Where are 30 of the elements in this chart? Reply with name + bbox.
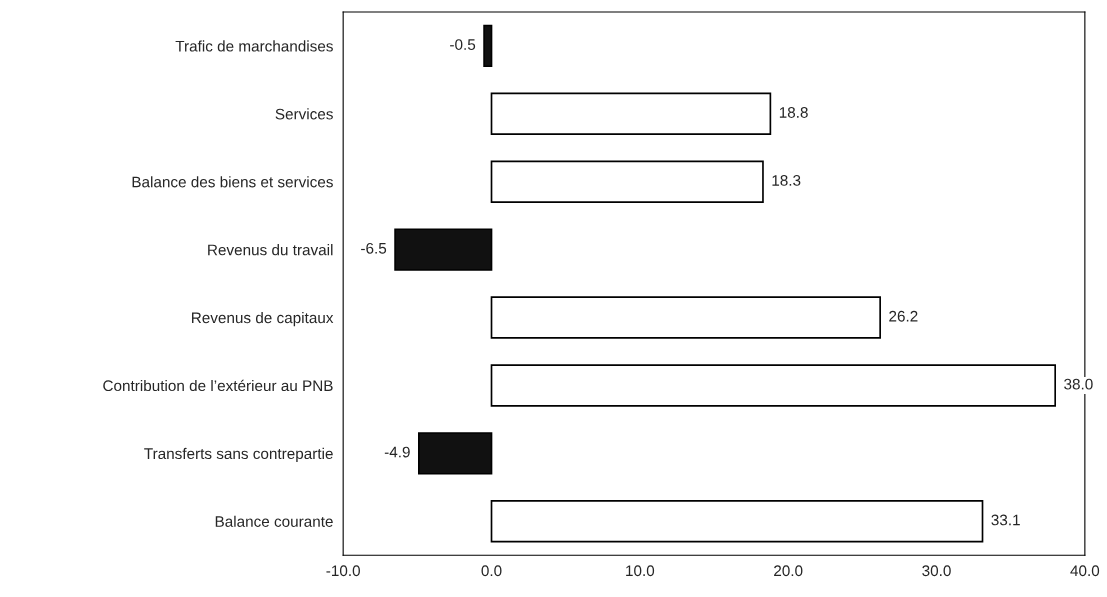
x-tick-label: 10.0 — [626, 565, 655, 577]
data-label: 26.2 — [889, 310, 918, 322]
y-tick-label: Balance courante — [215, 515, 333, 527]
data-label: 33.1 — [991, 514, 1020, 526]
y-tick-label: Trafic de marchandises — [175, 40, 333, 52]
bar — [483, 24, 493, 68]
data-label: 38.0 — [1064, 378, 1093, 390]
y-tick-label: Transferts sans contrepartie — [144, 447, 333, 463]
y-tick-label: Services — [275, 108, 333, 120]
y-tick-label: Revenus de capitaux — [192, 311, 334, 327]
data-label: -4.9 — [384, 446, 410, 458]
bar — [394, 228, 493, 271]
bar — [490, 500, 984, 543]
x-tick-label: 20.0 — [774, 565, 803, 577]
bar — [490, 296, 881, 339]
x-tick-label: 0.0 — [481, 565, 502, 577]
bar — [490, 160, 764, 203]
data-label: 18.8 — [779, 107, 808, 118]
bar — [490, 92, 772, 136]
y-tick-label: Balance des biens et services — [132, 176, 333, 188]
data-label: -0.5 — [450, 39, 476, 50]
x-tick-label: 40.0 — [1070, 565, 1100, 577]
data-label: -6.5 — [361, 242, 387, 254]
y-tick-label: Revenus du travail — [208, 244, 333, 256]
x-tick-label: 30.0 — [922, 565, 951, 577]
bar — [490, 364, 1057, 407]
x-tick-label: -10.0 — [326, 565, 360, 577]
y-tick-label: Contribution de l’extérieur au PNB — [103, 379, 333, 392]
bar — [417, 432, 493, 475]
data-label: 18.3 — [772, 174, 801, 186]
